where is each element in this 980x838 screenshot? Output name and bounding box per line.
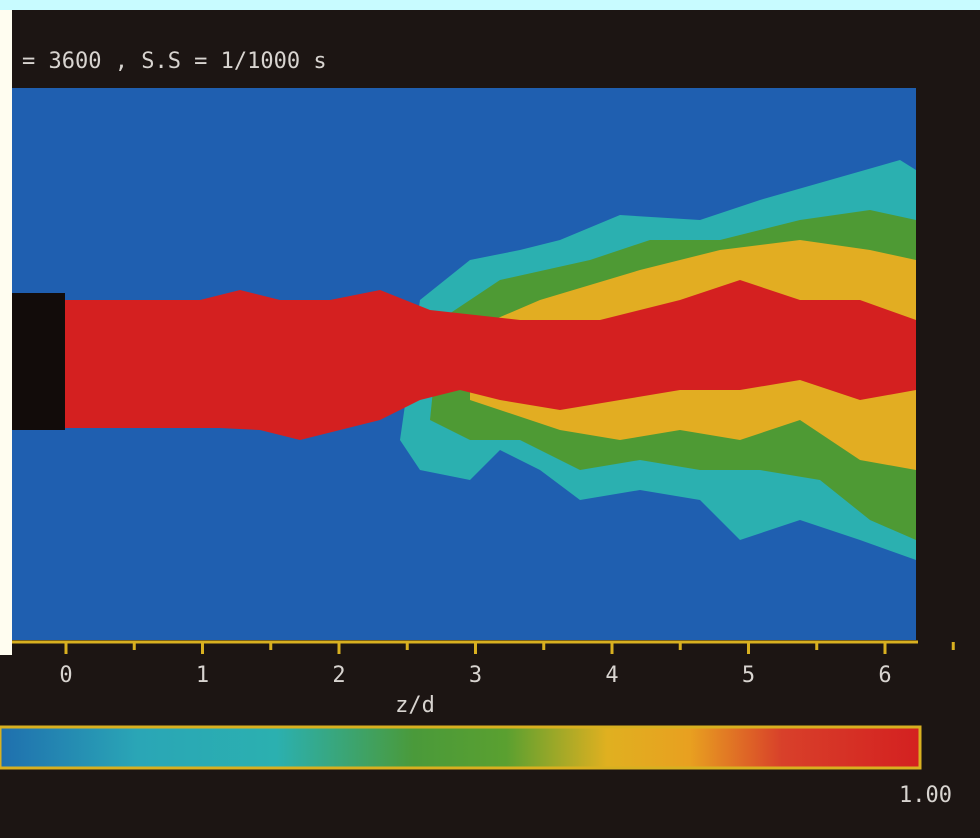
nozzle: [12, 293, 65, 430]
tick-label: 1: [196, 663, 209, 688]
tick-label: 6: [878, 663, 891, 688]
screen: = 3600 , S.S = 1/1000 s 0 1 2 3 4 5 6 z/d 1.00: [0, 0, 980, 838]
tick-label: 0: [59, 663, 72, 688]
colorbar: [0, 727, 920, 768]
tick-label: 4: [605, 663, 618, 688]
page: = 3600 , S.S = 1/1000 s 0 1 2 3 4 5 6 z/d 1.00…: [0, 0, 980, 838]
colorbar-max-label: 1.00: [899, 783, 952, 808]
tick-label: 3: [469, 663, 482, 688]
left-strip: [0, 10, 12, 655]
tick-label: 2: [332, 663, 345, 688]
axis-label: z/d: [395, 693, 435, 718]
top-band: [0, 0, 980, 10]
caption: = 3600 , S.S = 1/1000 s: [22, 49, 327, 74]
tick-label: 5: [742, 663, 755, 688]
